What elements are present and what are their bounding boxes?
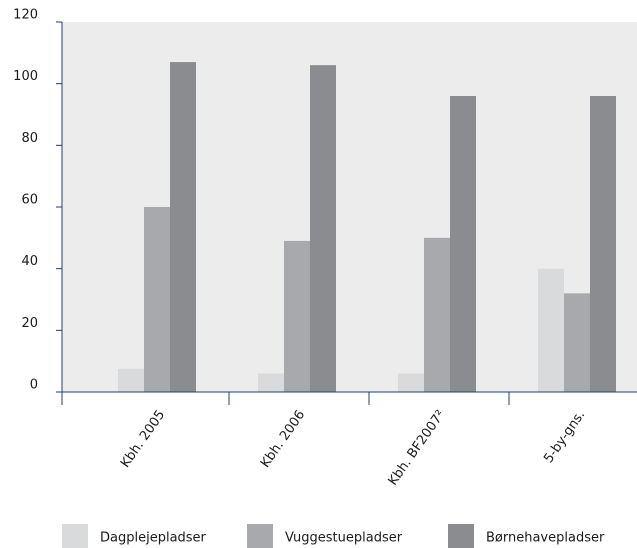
legend-label: Vuggestuepladser [285, 531, 403, 546]
x-tick-label: Kbh. 2005 [118, 408, 168, 471]
bar [144, 207, 170, 392]
legend-swatch [448, 524, 474, 548]
legend-swatch [247, 524, 273, 548]
bar [310, 65, 336, 393]
y-tick-label: 20 [21, 316, 38, 331]
bar [450, 96, 476, 392]
x-tick-label: Kbh. BF2007² [386, 408, 449, 489]
bar [258, 373, 284, 392]
bar [424, 237, 450, 392]
bar [398, 373, 424, 392]
y-tick-label: 100 [13, 69, 38, 84]
bar [118, 368, 144, 392]
bar [170, 62, 196, 392]
legend-label: Dagplejepladser [100, 531, 207, 546]
x-tick-label: 5-by-gns. [541, 408, 588, 466]
legend-label: Børnehavepladser [486, 531, 605, 546]
x-tick-label: Kbh. 2006 [258, 408, 308, 471]
bar [590, 96, 616, 392]
y-tick-label: 60 [21, 193, 38, 208]
legend-swatch [62, 524, 88, 548]
bar [284, 240, 310, 392]
bar [538, 268, 564, 392]
y-tick-label: 120 [13, 8, 38, 23]
y-tick-label: 0 [30, 378, 38, 393]
y-tick-label: 40 [21, 254, 38, 269]
y-tick-label: 80 [21, 131, 38, 146]
bar [564, 293, 590, 392]
